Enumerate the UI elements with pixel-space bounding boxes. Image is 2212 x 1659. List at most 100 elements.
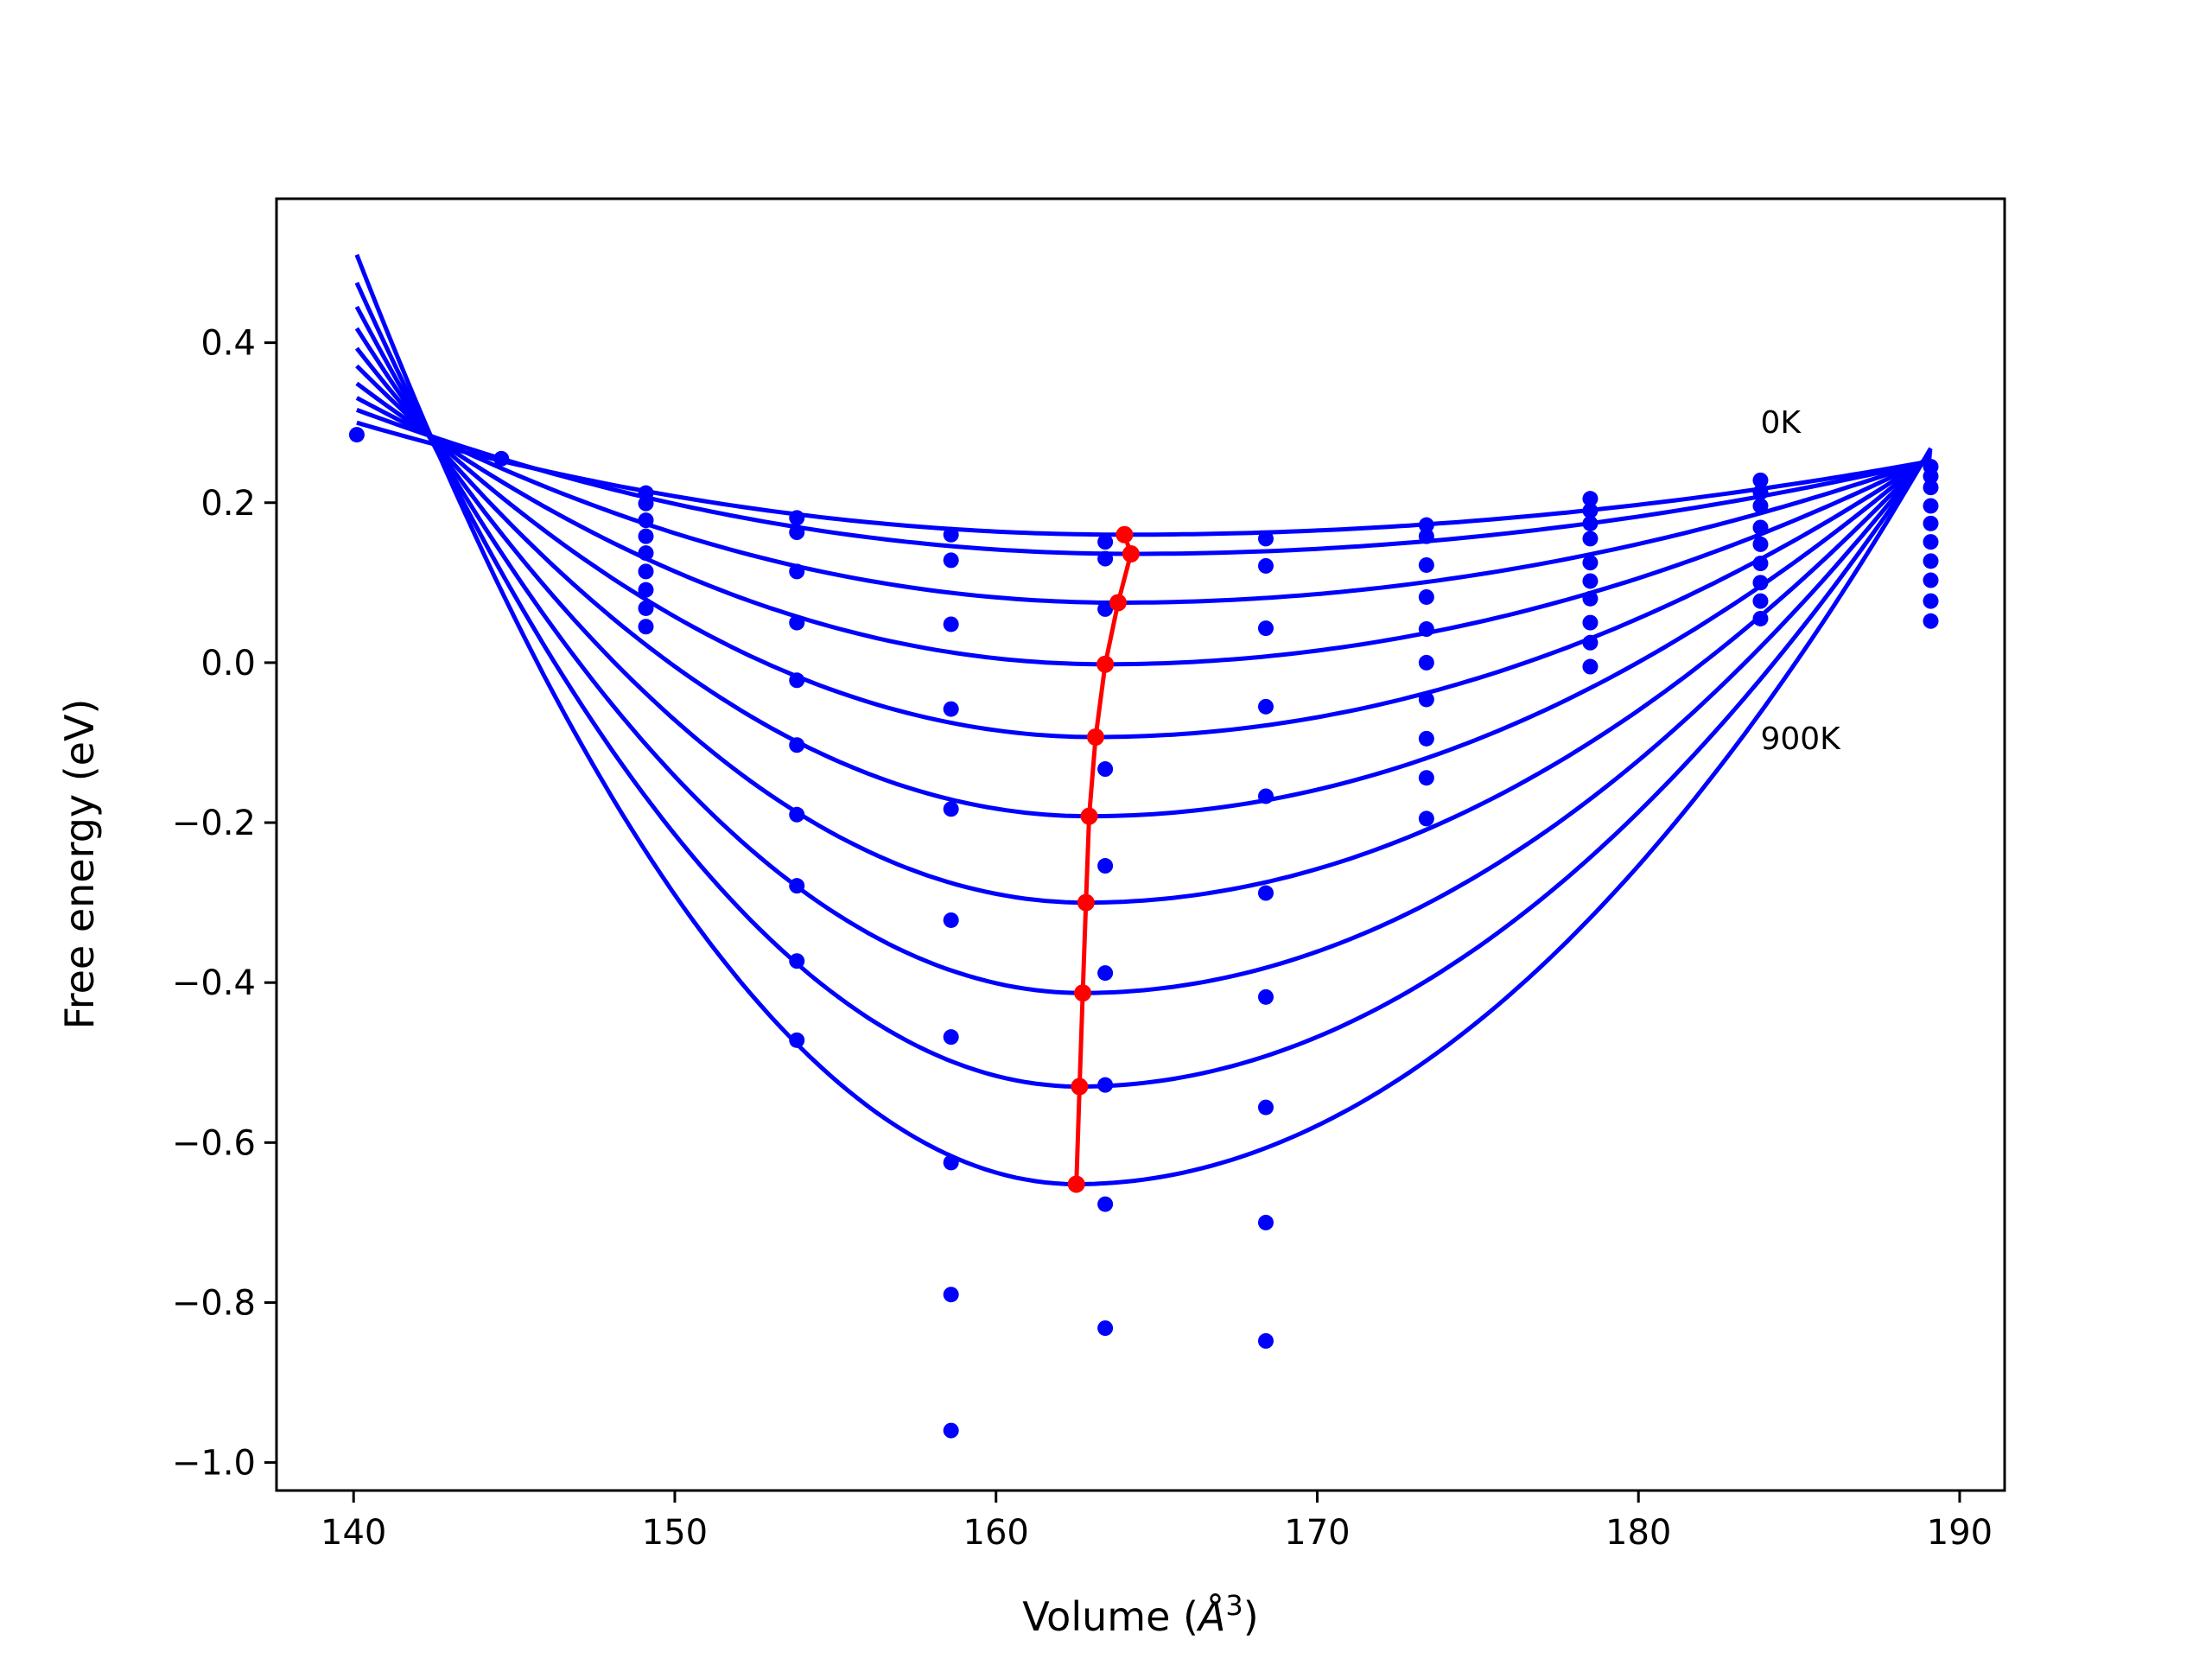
data-point-6-9 bbox=[1257, 1332, 1274, 1349]
data-point-9-2 bbox=[1752, 498, 1769, 514]
data-point-2-8 bbox=[638, 619, 654, 635]
data-point-2-1 bbox=[638, 495, 654, 512]
minimum-point-9 bbox=[1067, 1175, 1085, 1193]
data-point-3-0 bbox=[789, 510, 805, 526]
fit-curve-0 bbox=[356, 420, 1931, 537]
data-point-10-3 bbox=[1923, 498, 1939, 514]
data-point-5-4 bbox=[1097, 858, 1114, 874]
data-point-2-4 bbox=[638, 545, 654, 562]
data-point-4-9 bbox=[943, 1422, 959, 1439]
data-point-10-8 bbox=[1923, 593, 1939, 609]
fit-curves bbox=[354, 253, 1933, 1187]
y-tick-label-1: 0.2 bbox=[200, 484, 256, 524]
data-point-10-9 bbox=[1923, 613, 1939, 629]
data-point-7-0 bbox=[1418, 517, 1434, 533]
data-point-9-0 bbox=[1752, 472, 1769, 488]
x-tick-label-5: 190 bbox=[1927, 1513, 1993, 1553]
x-axis-label: Volume (Å3) bbox=[1022, 1589, 1258, 1640]
data-point-4-7 bbox=[943, 1154, 959, 1171]
x-axis: 140 150 160 170 180 190 bbox=[321, 1491, 1993, 1553]
data-point-6-2 bbox=[1257, 620, 1274, 637]
x-tick-label-0: 140 bbox=[321, 1513, 386, 1553]
data-point-4-0 bbox=[943, 526, 959, 543]
data-point-9-5 bbox=[1752, 556, 1769, 572]
data-point-6-0 bbox=[1257, 531, 1274, 547]
data-point-4-2 bbox=[943, 616, 959, 632]
data-point-5-5 bbox=[1097, 965, 1114, 982]
fit-curve-4 bbox=[355, 364, 1932, 740]
data-point-10-6 bbox=[1923, 553, 1939, 569]
data-point-3-8 bbox=[789, 953, 805, 969]
data-point-3-9 bbox=[789, 1032, 805, 1048]
fit-curve-2 bbox=[355, 396, 1932, 605]
annotation-1: 900K bbox=[1760, 721, 1841, 757]
data-point-4-8 bbox=[943, 1287, 959, 1303]
data-point-8-0 bbox=[1582, 491, 1599, 507]
y-axis: 0.4 0.2 0.0 −0.2 −0.4 −0.6 −0.8 −1.0 bbox=[172, 324, 276, 1484]
data-point-6-1 bbox=[1257, 557, 1274, 574]
data-point-4-3 bbox=[943, 701, 959, 717]
data-point-8-1 bbox=[1582, 503, 1599, 519]
data-point-10-4 bbox=[1923, 515, 1939, 531]
y-tick-label-3: −0.2 bbox=[172, 804, 256, 843]
minimum-point-0 bbox=[1116, 525, 1134, 543]
minimum-point-7 bbox=[1074, 984, 1092, 1002]
data-point-4-6 bbox=[943, 1029, 959, 1046]
data-point-8-8 bbox=[1582, 634, 1599, 651]
data-point-3-6 bbox=[789, 806, 805, 823]
data-point-1-0 bbox=[493, 450, 510, 467]
data-point-0-0 bbox=[348, 427, 365, 443]
annotations: 0K 900K bbox=[1760, 405, 1841, 757]
data-point-6-8 bbox=[1257, 1214, 1274, 1230]
data-point-5-8 bbox=[1097, 1320, 1114, 1337]
data-point-10-2 bbox=[1923, 480, 1939, 496]
data-point-7-9 bbox=[1418, 810, 1434, 827]
y-tick-label-4: −0.4 bbox=[172, 963, 256, 1003]
y-tick-label-5: −0.6 bbox=[172, 1123, 256, 1163]
x-tick-label-3: 170 bbox=[1284, 1513, 1350, 1553]
data-point-2-3 bbox=[638, 528, 654, 544]
data-point-8-6 bbox=[1582, 590, 1599, 607]
data-point-10-5 bbox=[1923, 534, 1939, 550]
data-point-5-0 bbox=[1097, 534, 1114, 550]
y-tick-label-6: −0.8 bbox=[172, 1283, 256, 1323]
minimum-point-3 bbox=[1096, 655, 1115, 673]
minimum-line bbox=[1074, 534, 1134, 1185]
data-point-9-8 bbox=[1752, 610, 1769, 626]
data-point-3-4 bbox=[789, 672, 805, 689]
minimum-line-group bbox=[1067, 525, 1140, 1193]
fit-curve-9 bbox=[354, 253, 1933, 1187]
data-point-9-7 bbox=[1752, 593, 1769, 609]
fit-curve-3 bbox=[355, 381, 1932, 667]
data-point-10-1 bbox=[1923, 468, 1939, 485]
data-point-5-6 bbox=[1097, 1077, 1114, 1093]
data-point-8-2 bbox=[1582, 515, 1599, 531]
data-point-8-4 bbox=[1582, 555, 1599, 571]
fit-curve-7 bbox=[354, 305, 1933, 995]
data-point-3-3 bbox=[789, 614, 805, 631]
data-point-3-2 bbox=[789, 563, 805, 580]
data-point-6-7 bbox=[1257, 1099, 1274, 1116]
data-point-7-3 bbox=[1418, 588, 1434, 605]
data-point-4-4 bbox=[943, 801, 959, 817]
data-point-9-4 bbox=[1752, 536, 1769, 552]
fit-curve-5 bbox=[354, 346, 1933, 819]
minimum-point-6 bbox=[1077, 893, 1095, 912]
y-tick-label-0: 0.4 bbox=[200, 324, 256, 364]
annotation-0: 0K bbox=[1760, 405, 1802, 441]
x-tick-label-1: 150 bbox=[642, 1513, 708, 1553]
data-point-5-2 bbox=[1097, 601, 1114, 617]
data-point-10-7 bbox=[1923, 572, 1939, 588]
data-point-5-7 bbox=[1097, 1196, 1114, 1212]
minimum-point-5 bbox=[1080, 807, 1098, 825]
data-point-7-1 bbox=[1418, 528, 1434, 544]
data-point-4-5 bbox=[943, 912, 959, 928]
data-point-8-3 bbox=[1582, 531, 1599, 547]
data-point-8-7 bbox=[1582, 614, 1599, 631]
minimum-point-2 bbox=[1109, 594, 1127, 612]
data-point-3-1 bbox=[789, 524, 805, 541]
data-point-2-6 bbox=[638, 582, 654, 598]
data-point-2-7 bbox=[638, 600, 654, 616]
data-point-3-7 bbox=[789, 878, 805, 894]
data-point-5-3 bbox=[1097, 761, 1114, 778]
